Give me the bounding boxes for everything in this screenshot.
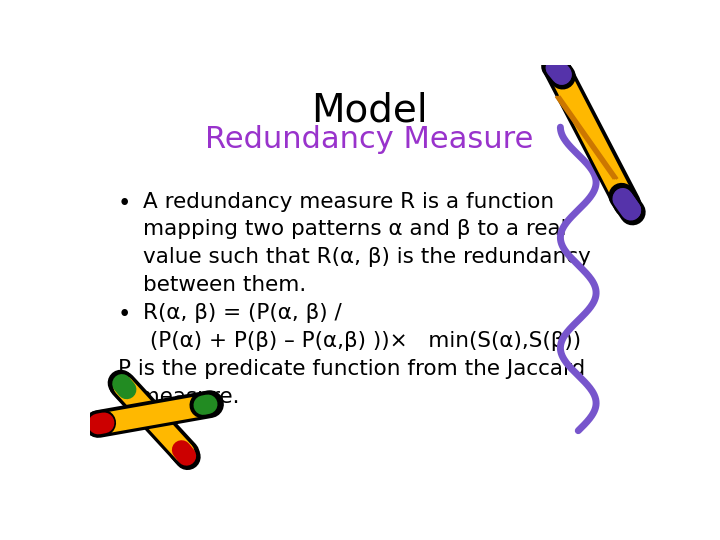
FancyArrowPatch shape — [557, 69, 627, 204]
Text: Model: Model — [311, 92, 427, 130]
Text: •: • — [118, 192, 131, 214]
FancyArrowPatch shape — [97, 423, 103, 424]
FancyArrowPatch shape — [554, 66, 562, 76]
FancyArrowPatch shape — [556, 96, 614, 179]
FancyArrowPatch shape — [99, 423, 104, 424]
FancyArrowPatch shape — [559, 96, 617, 179]
FancyArrowPatch shape — [100, 405, 207, 424]
FancyArrowPatch shape — [203, 404, 208, 405]
FancyArrowPatch shape — [99, 404, 210, 424]
Text: (P(α) + P(β) – P(α,β) ))×   min(S(α),S(β)): (P(α) + P(β) – P(α,β) ))× min(S(α),S(β)) — [143, 331, 581, 351]
FancyArrowPatch shape — [557, 96, 616, 179]
FancyArrowPatch shape — [202, 404, 209, 405]
FancyArrowPatch shape — [181, 449, 187, 457]
Text: value such that R(α, β) is the redundancy: value such that R(α, β) is the redundanc… — [143, 247, 590, 267]
FancyArrowPatch shape — [558, 71, 624, 200]
FancyArrowPatch shape — [99, 423, 103, 424]
Text: •: • — [118, 303, 131, 326]
FancyArrowPatch shape — [122, 384, 127, 389]
Text: R(α, β) = (P(α, β) /: R(α, β) = (P(α, β) / — [143, 303, 342, 323]
FancyArrowPatch shape — [124, 386, 184, 453]
Text: measure.: measure. — [118, 387, 239, 407]
FancyArrowPatch shape — [181, 450, 186, 456]
Text: between them.: between them. — [143, 275, 306, 295]
FancyArrowPatch shape — [122, 385, 186, 454]
Text: Redundancy Measure: Redundancy Measure — [204, 125, 534, 154]
FancyArrowPatch shape — [623, 199, 631, 210]
FancyArrowPatch shape — [121, 383, 127, 390]
FancyArrowPatch shape — [556, 68, 562, 75]
Text: A redundancy measure R is a function: A redundancy measure R is a function — [143, 192, 554, 212]
FancyArrowPatch shape — [555, 68, 562, 75]
FancyArrowPatch shape — [623, 198, 631, 210]
Text: mapping two patterns α and β to a real: mapping two patterns α and β to a real — [143, 219, 567, 239]
FancyArrowPatch shape — [621, 196, 632, 212]
Text: P is the predicate function from the Jaccard: P is the predicate function from the Jac… — [118, 359, 585, 379]
